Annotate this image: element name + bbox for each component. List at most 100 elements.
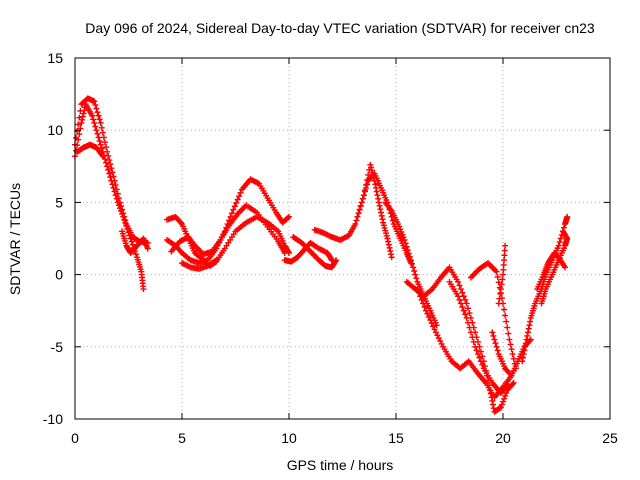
data-point bbox=[122, 217, 129, 224]
data-point bbox=[121, 213, 128, 220]
data-point bbox=[115, 195, 122, 202]
data-point bbox=[385, 241, 392, 248]
data-point bbox=[507, 341, 514, 348]
data-point bbox=[75, 121, 82, 128]
data-point bbox=[489, 397, 496, 404]
data-point bbox=[129, 241, 136, 248]
series-track-d bbox=[119, 228, 151, 256]
data-point bbox=[456, 296, 463, 303]
data-point bbox=[411, 267, 418, 274]
data-point bbox=[505, 330, 512, 337]
data-point bbox=[402, 240, 409, 247]
data-point bbox=[490, 332, 497, 339]
data-point bbox=[110, 173, 117, 180]
data-point bbox=[562, 264, 569, 271]
data-point bbox=[413, 275, 420, 282]
data-point bbox=[386, 244, 393, 251]
data-point bbox=[233, 199, 240, 206]
data-point bbox=[462, 311, 469, 318]
data-point bbox=[425, 313, 432, 320]
data-point bbox=[97, 119, 104, 126]
series-track-s bbox=[495, 242, 509, 307]
data-point bbox=[493, 268, 500, 275]
series-track-l bbox=[354, 161, 395, 261]
data-point bbox=[556, 239, 563, 246]
data-point bbox=[504, 381, 511, 388]
data-point bbox=[285, 248, 292, 255]
data-point bbox=[360, 192, 367, 199]
data-point bbox=[424, 310, 431, 317]
y-tick-label: -10 bbox=[43, 411, 63, 427]
data-point bbox=[496, 405, 503, 412]
data-point bbox=[524, 332, 531, 339]
data-point bbox=[77, 107, 84, 114]
data-point bbox=[120, 210, 127, 217]
data-point bbox=[521, 347, 528, 354]
data-point bbox=[520, 351, 527, 358]
data-point bbox=[92, 101, 99, 108]
data-point bbox=[105, 152, 112, 159]
data-point bbox=[106, 170, 113, 177]
data-point bbox=[510, 355, 517, 362]
data-point bbox=[112, 182, 119, 189]
data-point bbox=[98, 145, 105, 152]
data-point bbox=[91, 98, 98, 105]
data-point bbox=[564, 213, 571, 220]
data-point bbox=[420, 300, 427, 307]
data-point bbox=[374, 192, 381, 199]
x-tick-label: 0 bbox=[71, 430, 79, 446]
x-tick-label: 5 bbox=[178, 430, 186, 446]
series-track-v bbox=[538, 228, 571, 307]
y-tick-label: 5 bbox=[55, 194, 63, 210]
data-point bbox=[412, 271, 419, 278]
data-point bbox=[501, 395, 508, 402]
data-point bbox=[73, 134, 80, 141]
data-point bbox=[497, 404, 504, 411]
data-point bbox=[559, 228, 566, 235]
data-point bbox=[355, 210, 362, 217]
data-point bbox=[379, 216, 386, 223]
x-tick-label: 25 bbox=[602, 430, 618, 446]
data-point bbox=[114, 190, 121, 197]
data-point bbox=[375, 195, 382, 202]
data-point bbox=[455, 278, 462, 285]
data-point bbox=[463, 300, 470, 307]
data-point bbox=[455, 293, 462, 300]
data-point bbox=[466, 324, 473, 331]
data-point bbox=[95, 134, 102, 141]
data-point bbox=[116, 199, 123, 206]
data-point bbox=[228, 210, 235, 217]
data-point bbox=[428, 320, 435, 327]
data-point bbox=[356, 206, 363, 213]
data-point bbox=[403, 243, 410, 250]
data-point bbox=[489, 329, 496, 336]
data-point bbox=[373, 188, 380, 195]
data-point bbox=[524, 329, 531, 336]
data-point bbox=[414, 286, 421, 293]
data-point bbox=[95, 112, 102, 119]
data-point bbox=[332, 258, 339, 265]
data-point bbox=[523, 336, 530, 343]
data-point bbox=[509, 381, 516, 388]
data-point bbox=[237, 189, 244, 196]
data-point bbox=[469, 334, 476, 341]
data-point bbox=[466, 310, 473, 317]
data-point bbox=[144, 245, 151, 252]
data-point bbox=[107, 161, 114, 168]
y-axis-title: SDTVAR / TECUs bbox=[7, 183, 23, 295]
data-point bbox=[140, 286, 147, 293]
data-point bbox=[494, 347, 501, 354]
data-point bbox=[401, 236, 408, 243]
y-tick-label: 0 bbox=[55, 267, 63, 283]
data-point bbox=[410, 264, 417, 271]
data-point bbox=[460, 307, 467, 314]
data-point bbox=[470, 338, 477, 345]
data-point bbox=[472, 343, 479, 350]
chart-title: Day 096 of 2024, Sidereal Day-to-day VTE… bbox=[85, 20, 595, 36]
tick-labels: 0 5 10 15 20 25 -10 -5 0 5 10 15 bbox=[43, 50, 618, 446]
data-point bbox=[510, 379, 517, 386]
data-point bbox=[491, 336, 498, 343]
series-track-h bbox=[179, 257, 220, 272]
data-point bbox=[555, 242, 562, 249]
data-point bbox=[373, 184, 380, 191]
